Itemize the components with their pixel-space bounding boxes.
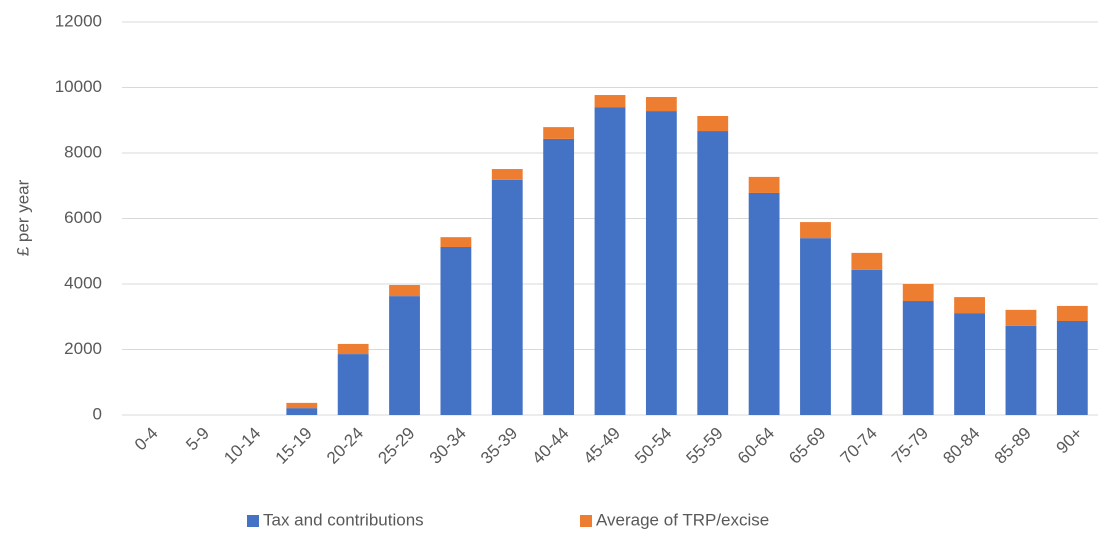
x-tick-label: 10-14	[220, 424, 264, 468]
x-tick-label: 20-24	[323, 424, 367, 468]
bar-segment	[902, 301, 934, 415]
x-tick-label: 35-39	[477, 424, 521, 468]
bar-segment	[697, 131, 729, 415]
bar-segment	[389, 284, 420, 297]
y-tick-label: 6000	[64, 208, 102, 227]
y-tick-label: 0	[93, 404, 102, 423]
x-tick-label: 40-44	[528, 424, 572, 468]
bar-segment	[1056, 321, 1088, 415]
y-axis-title: £ per year	[13, 179, 32, 256]
bar-segment	[543, 127, 575, 139]
x-tick-label: 85-89	[991, 424, 1035, 468]
bar-segment	[286, 402, 318, 409]
bar-segment	[645, 96, 677, 112]
bar-segment	[543, 138, 575, 416]
x-tick-label: 75-79	[888, 424, 932, 468]
bar-segment	[748, 176, 780, 193]
bar-segment	[954, 297, 985, 314]
bar-segment	[1056, 305, 1088, 322]
y-tick-label: 4000	[64, 273, 102, 292]
legend-label: Tax and contributions	[263, 510, 424, 529]
bar-segment	[1005, 325, 1037, 415]
x-tick-label: 80-84	[939, 424, 983, 468]
x-tick-label: 90+	[1052, 424, 1086, 458]
bar-segment	[954, 313, 985, 415]
bar-segment	[645, 111, 677, 415]
bar-segment	[491, 179, 523, 415]
y-tick-label: 12000	[55, 11, 102, 30]
bar-segment	[748, 192, 780, 415]
bar-segment	[851, 269, 883, 415]
x-tick-label: 70-74	[837, 424, 881, 468]
bar-segment	[389, 296, 420, 415]
y-tick-label: 8000	[64, 142, 102, 161]
bar-segment	[1005, 309, 1037, 326]
legend-swatch	[580, 515, 592, 527]
bar-segment	[800, 222, 831, 239]
bar-segment	[337, 354, 369, 415]
bar-segment	[800, 238, 831, 415]
legend-label: Average of TRP/excise	[596, 510, 769, 529]
x-tick-label: 25-29	[374, 424, 418, 468]
bar-segment	[491, 169, 523, 180]
x-tick-label: 30-34	[426, 424, 470, 468]
bar-segment	[594, 95, 626, 108]
y-tick-label: 10000	[55, 77, 102, 96]
bar-segment	[594, 107, 626, 416]
bar-segment	[440, 246, 472, 415]
y-tick-label: 2000	[64, 339, 102, 358]
x-tick-label: 15-19	[272, 424, 316, 468]
bar-segment	[337, 343, 369, 355]
bar-segment	[851, 252, 883, 270]
x-tick-label: 45-49	[580, 424, 624, 468]
bar-segment	[902, 284, 934, 302]
legend-swatch	[247, 515, 259, 527]
x-tick-label: 60-64	[734, 424, 778, 468]
x-tick-label: 50-54	[631, 424, 675, 468]
x-tick-label: 0-4	[131, 424, 162, 455]
x-tick-label: 5-9	[182, 424, 213, 455]
x-tick-label: 55-59	[683, 424, 727, 468]
x-tick-label: 65-69	[785, 424, 829, 468]
bar-segment	[440, 237, 472, 247]
bar-segment	[286, 408, 318, 415]
bar-segment	[697, 115, 729, 132]
